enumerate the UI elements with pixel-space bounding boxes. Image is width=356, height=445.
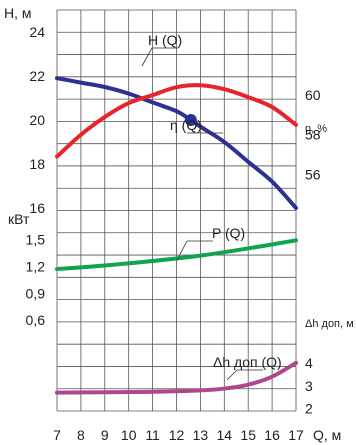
- npsh-right-tick-0: 2: [305, 401, 313, 417]
- head-left-tick-0: 16: [29, 200, 45, 216]
- head-series-0-marker: [184, 114, 197, 126]
- power-left-tick-3: 1,5: [26, 231, 46, 247]
- x-tick-0: 7: [53, 427, 61, 443]
- x-tick-1: 8: [77, 427, 85, 443]
- head-right-tick-2: 60: [305, 87, 321, 103]
- grid-lines: [56, 9, 297, 412]
- npsh-axis-title: Δh доп, м: [305, 318, 354, 330]
- npsh-series-0-line: [55, 360, 298, 395]
- npsh-series-0-leader: [226, 369, 238, 381]
- power-left-tick-1: 0,9: [26, 285, 46, 301]
- head-series-1-label: η (Q): [170, 117, 202, 133]
- labels-layer: 16 18 20 22 24 56 58 60 0,6 0,9 1,2 1,5 2 3 4 H, м η, % к…: [4, 5, 354, 443]
- head-left-tick-1: 18: [29, 156, 45, 172]
- head-left-tick-2: 20: [29, 112, 45, 128]
- power-series-0-leader: [176, 240, 188, 261]
- power-series-0-line: [55, 238, 298, 272]
- head-series-1-line: [55, 83, 298, 159]
- x-tick-3: 10: [121, 427, 137, 443]
- power-series-0-label: P (Q): [212, 225, 245, 241]
- x-axis-title: Q, м: [313, 427, 341, 443]
- npsh-right-tick-2: 4: [305, 355, 313, 371]
- x-tick-5: 12: [169, 427, 185, 443]
- power-axis-title: кВт: [8, 211, 30, 227]
- x-tick-9: 16: [264, 427, 280, 443]
- x-tick-6: 13: [193, 427, 209, 443]
- npsh-right-tick-1: 3: [305, 378, 313, 394]
- head-series-0-label: H (Q): [148, 32, 182, 48]
- npsh-series-0-label: Δh доп (Q): [213, 354, 282, 370]
- x-tick-7: 14: [217, 427, 233, 443]
- efficiency-axis-title: η, %: [305, 123, 327, 135]
- head-axis-title: H, м: [4, 5, 32, 21]
- head-left-tick-3: 22: [29, 68, 45, 84]
- power-left-tick-2: 1,2: [26, 258, 46, 274]
- x-tick-10: 17: [288, 427, 304, 443]
- head-series-0-leader: [141, 47, 153, 67]
- head-series-0-line: [55, 76, 298, 210]
- power-left-tick-0: 0,6: [26, 312, 46, 328]
- x-tick-2: 9: [101, 427, 109, 443]
- x-tick-8: 15: [240, 427, 256, 443]
- head-right-tick-1: 58: [305, 127, 321, 143]
- series-layer: [55, 76, 298, 395]
- head-left-tick-4: 24: [29, 24, 45, 40]
- head-right-tick-0: 56: [305, 166, 321, 182]
- x-tick-4: 11: [145, 427, 160, 443]
